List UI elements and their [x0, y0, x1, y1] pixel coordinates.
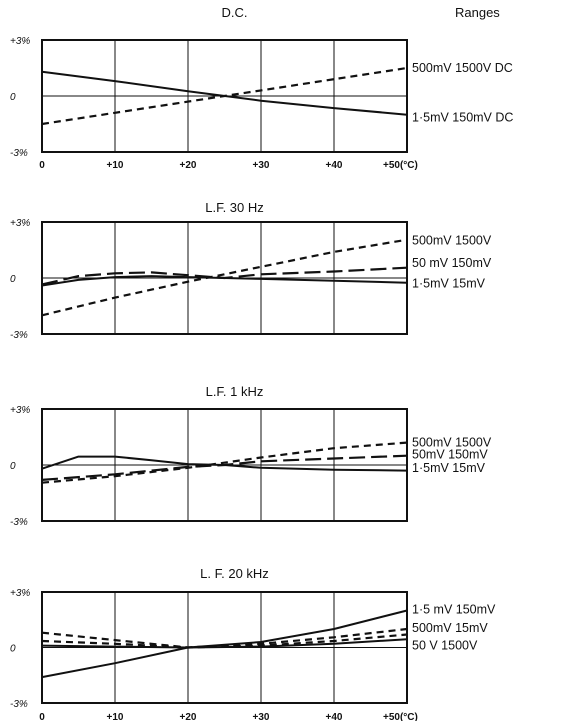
y-tick-label: +3%	[10, 588, 30, 599]
range-label: 50mV 150mV	[412, 448, 488, 462]
range-label: 1·5 mV 150mV	[412, 603, 496, 617]
x-tick-label: +30	[253, 160, 270, 171]
series-line-2	[42, 72, 407, 115]
y-tick-label: 0	[10, 274, 16, 285]
chart-panel-1: D.C. +3% 0 -3% 0 +10 +20 +30 +40 +50(°C) 500mV 150…	[10, 5, 513, 171]
range-label: 500mV 1500V	[412, 234, 492, 248]
x-tick-label: +40	[326, 160, 343, 171]
y-tick-label: +3%	[10, 218, 30, 229]
range-label: 50 V 1500V	[412, 639, 478, 653]
series-line-2	[42, 629, 407, 648]
range-label: 1·5mV 15mV	[412, 461, 486, 475]
chart-title: D.C.	[222, 5, 248, 20]
x-tick-label: +20	[180, 712, 197, 721]
range-label: 500mV 1500V DC	[412, 61, 513, 75]
x-tick-label: +50(°C)	[383, 160, 418, 171]
x-tick-label: +20	[180, 160, 197, 171]
range-label: 1·5mV 15mV	[412, 277, 486, 291]
y-tick-label: +3%	[10, 405, 30, 416]
series-line-2	[42, 456, 407, 480]
chart-title: L.F. 1 kHz	[206, 384, 264, 399]
x-tick-label: +10	[107, 160, 124, 171]
range-label: 1·5mV 150mV DC	[412, 110, 513, 124]
range-label: 50 mV 150mV	[412, 256, 492, 270]
y-tick-label: -3%	[10, 148, 28, 159]
chart-title: L. F. 20 kHz	[200, 566, 269, 581]
chart-title: L.F. 30 Hz	[205, 200, 264, 215]
chart-panel-2: L.F. 30 Hz +3% 0 -3% 500mV 1500V 50 mV 150mV 1…	[10, 200, 492, 341]
x-tick-label: +50(°C)	[383, 712, 418, 721]
y-tick-label: -3%	[10, 330, 28, 341]
x-tick-label: +40	[326, 712, 343, 721]
y-tick-label: 0	[10, 92, 16, 103]
y-tick-label: -3%	[10, 517, 28, 528]
x-tick-label: 0	[39, 712, 45, 721]
ranges-header: Ranges	[455, 5, 500, 20]
x-tick-label: +30	[253, 712, 270, 721]
y-tick-label: +3%	[10, 36, 30, 47]
x-tick-label: +10	[107, 712, 124, 721]
x-tick-label: 0	[39, 160, 45, 171]
range-label: 500mV 15mV	[412, 621, 488, 635]
y-tick-label: -3%	[10, 699, 28, 710]
chart-panel-4: L. F. 20 kHz +3% 0 -3% 0 +10 +20 +30 +40 +50(°C) 1…	[10, 566, 496, 721]
y-tick-label: 0	[10, 644, 16, 655]
y-tick-label: 0	[10, 461, 16, 472]
